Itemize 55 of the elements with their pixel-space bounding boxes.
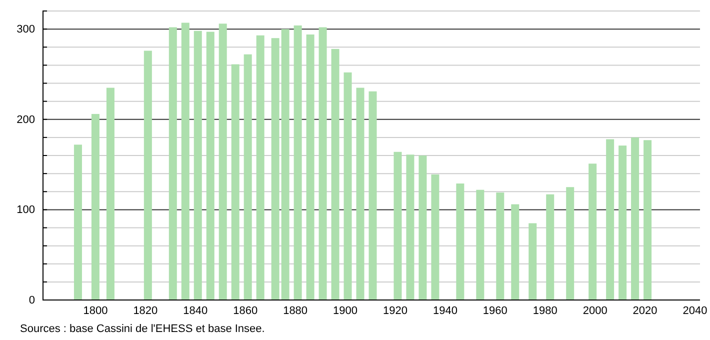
bar [218,24,227,300]
x-tick-label: 1900 [333,304,358,317]
bar [406,154,414,300]
bar [566,187,574,300]
bar [144,50,152,300]
bar [356,88,364,300]
bar [511,204,520,300]
bar [476,190,484,300]
x-tick-label: 1860 [233,304,258,317]
bar [496,192,504,300]
x-tick-label: 1960 [482,304,508,317]
bar [74,144,82,300]
bar [256,35,264,300]
bar [546,194,554,300]
y-tick-label: 300 [16,24,35,36]
bar [318,27,327,300]
bar [394,152,402,300]
bar [644,140,652,300]
x-tick-label: 2000 [582,304,608,317]
bar [271,38,280,300]
x-tick-label: 2040 [682,304,708,317]
bar [431,174,440,300]
y-tick-label: 100 [16,204,35,216]
x-tick-label: 1840 [183,304,208,317]
bar [281,29,290,300]
bar [368,91,377,300]
bar [331,48,340,300]
bar [306,34,314,300]
bar [588,164,597,300]
bar [631,137,640,300]
bar [528,223,537,300]
x-tick-label: 1920 [382,304,408,317]
bar [206,32,214,300]
x-tick-label: 1820 [133,304,158,317]
bar [344,72,352,300]
bar [418,156,427,300]
x-tick-label: 2020 [632,304,658,317]
bar [194,30,202,300]
x-tick-label: 1880 [283,304,308,317]
bar [244,54,252,300]
bar [294,25,302,300]
bar [181,22,190,300]
bar [231,64,240,300]
bar [168,27,177,300]
bar [456,183,464,300]
bar [606,139,614,300]
source-note: Sources : base Cassini de l'EHESS et base Insee. [20,323,265,335]
bar [106,88,114,300]
y-tick-label: 0 [28,294,35,307]
x-tick-label: 1980 [532,304,558,317]
x-tick-label: 1800 [83,304,108,317]
x-tick-label: 1940 [432,304,458,317]
bar [91,114,100,300]
y-tick-label: 200 [16,114,35,126]
bar [618,146,627,300]
